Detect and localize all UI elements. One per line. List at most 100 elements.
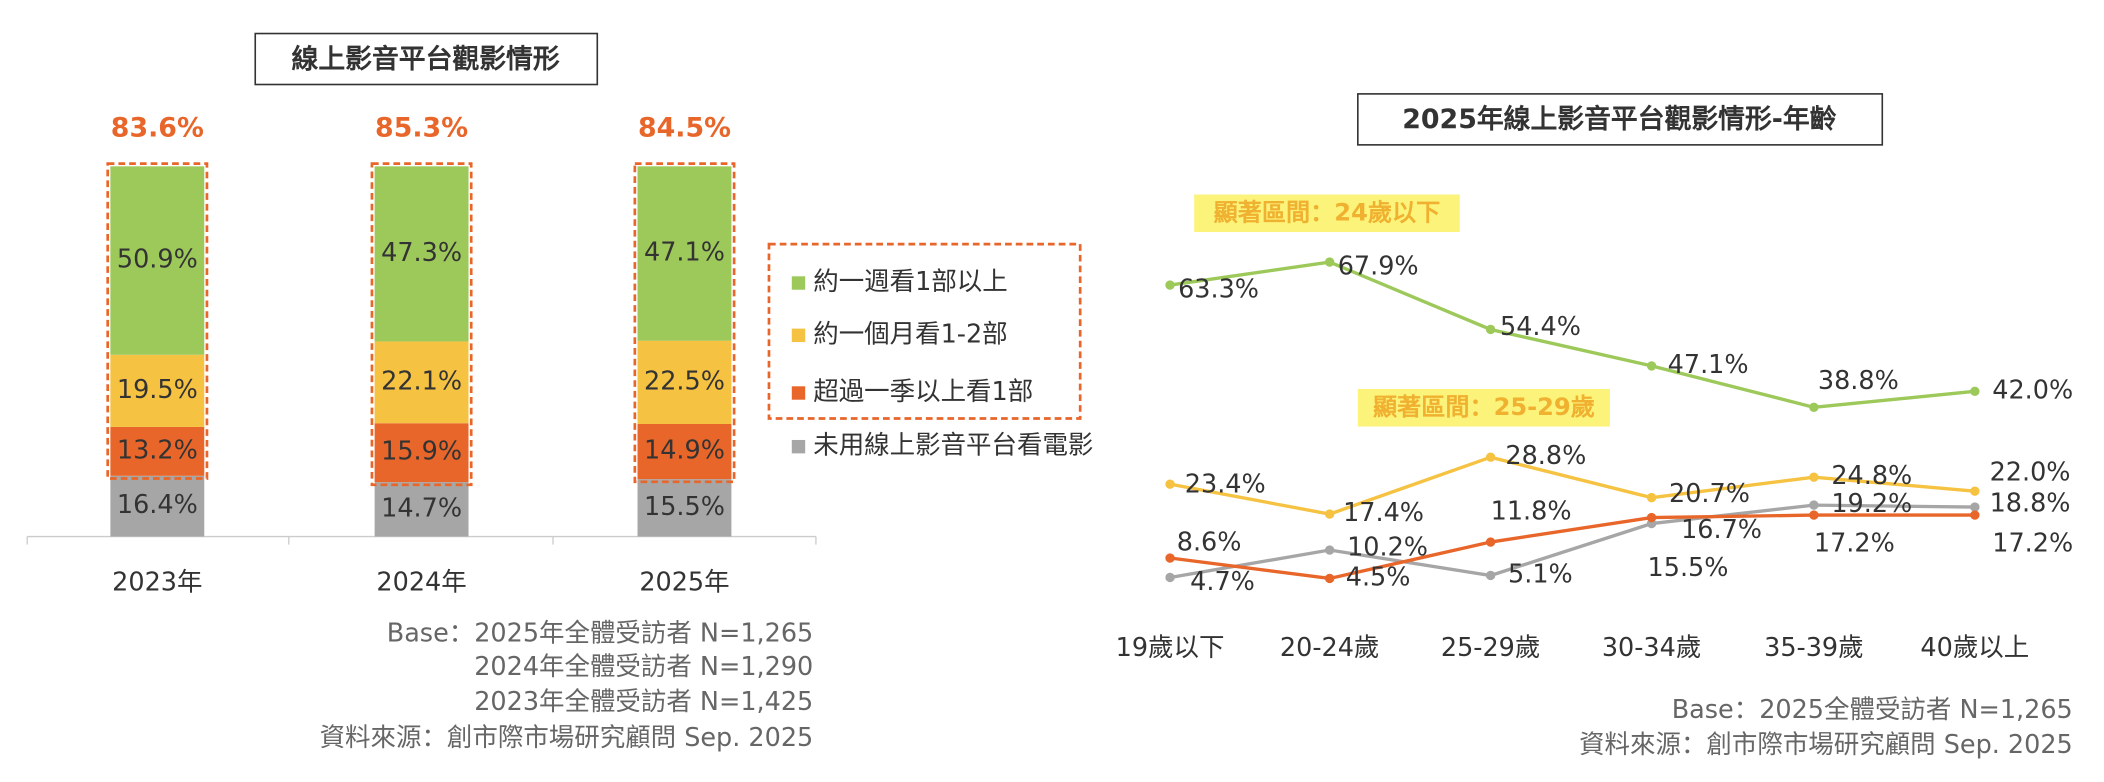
value-label: 54.4% [1500, 312, 1581, 342]
point [1646, 492, 1657, 503]
value-label: 16.4% [117, 490, 198, 520]
point [1165, 479, 1175, 489]
x-tick-label: 2024年 [376, 567, 466, 597]
point [1809, 402, 1819, 413]
value-label: 24.8% [1831, 461, 1912, 491]
total-label: 83.6% [111, 112, 204, 143]
point [1165, 572, 1175, 583]
legend-label: 約一個月看1-2部 [813, 319, 1007, 349]
x-tick-label: 20-24歲 [1280, 633, 1379, 663]
value-label: 47.3% [381, 238, 462, 268]
value-label: 47.1% [644, 238, 725, 268]
bar-segment [374, 423, 469, 483]
highlight-box [633, 162, 736, 484]
x-tick-label: 25-29歲 [1441, 633, 1540, 663]
legend-label: 約一週看1部以上 [813, 267, 1007, 297]
bar-segment [637, 479, 732, 537]
value-label: 13.2% [117, 435, 198, 465]
note: 資料來源：創市際市場研究顧問 Sep. 2025 [1579, 730, 2073, 760]
total-label: 84.5% [638, 112, 731, 143]
value-label: 5.1% [1508, 559, 1573, 589]
point [1324, 573, 1335, 584]
annotation: 顯著區間：25-29歲 [1373, 393, 1595, 421]
note: 2023年全體受訪者 N=1,425 [474, 687, 813, 717]
series-line [1169, 260, 1976, 410]
value-label: 28.8% [1505, 441, 1586, 471]
value-label: 15.5% [1648, 553, 1729, 583]
chart-title: 線上影音平台觀影情形 [292, 43, 560, 75]
value-label: 15.5% [644, 492, 725, 522]
value-label: 4.7% [1190, 567, 1255, 597]
point [1646, 361, 1657, 371]
point [1970, 510, 1980, 520]
bar-segment [110, 166, 205, 355]
annotation-highlight [1357, 388, 1610, 427]
legend-box [767, 242, 1082, 420]
value-label: 14.9% [644, 436, 725, 466]
value-label: 15.9% [381, 437, 462, 467]
point [1165, 553, 1175, 563]
value-label: 22.0% [1990, 458, 2071, 488]
x-tick-label: 2025年 [639, 567, 729, 597]
legend-label: 未用線上影音平台看電影 [813, 431, 1093, 461]
legend-swatch [791, 386, 806, 400]
bar-segment [110, 426, 205, 476]
total-label: 85.3% [375, 112, 468, 143]
value-label: 38.8% [1818, 366, 1899, 396]
note: 資料來源：創市際市場研究顧問 Sep. 2025 [320, 723, 814, 753]
value-label: 14.7% [381, 493, 462, 523]
value-label: 20.7% [1669, 479, 1750, 509]
point [1324, 509, 1335, 519]
title-box [254, 32, 599, 86]
x-tick-label: 40歲以上 [1920, 633, 2029, 663]
legend-swatch [791, 328, 806, 343]
point [1970, 486, 1980, 496]
value-label: 22.5% [644, 366, 725, 396]
point [1970, 386, 1980, 397]
legend-swatch [791, 439, 806, 454]
point [1485, 570, 1496, 581]
bar-segment [110, 354, 205, 427]
value-label: 47.1% [1668, 350, 1749, 380]
point [1646, 512, 1657, 523]
point [1165, 280, 1175, 290]
value-label: 18.8% [1990, 488, 2071, 518]
value-label: 8.6% [1177, 527, 1242, 557]
chart-title: 2025年線上影音平台觀影情形-年齡 [1402, 103, 1837, 135]
legend-label: 超過一季以上看1部 [813, 377, 1033, 407]
point [1485, 452, 1496, 462]
series-line [1169, 513, 1975, 581]
value-label: 50.9% [117, 245, 198, 275]
x-tick-label: 35-39歲 [1764, 633, 1863, 663]
annotation-highlight [1194, 194, 1460, 233]
bar-segment [374, 166, 469, 342]
note: Base：2025年全體受訪者 N=1,265 [387, 618, 814, 648]
note: 2024年全體受訪者 N=1,290 [474, 652, 813, 682]
point [1485, 537, 1496, 547]
title-box [1357, 93, 1884, 146]
value-label: 17.4% [1343, 498, 1424, 528]
point [1485, 324, 1496, 335]
note: Base：2025全體受訪者 N=1,265 [1672, 695, 2073, 725]
value-label: 17.2% [1814, 529, 1895, 559]
x-tick-label: 19歲以下 [1116, 633, 1225, 663]
bar-segment [637, 423, 732, 480]
point [1324, 257, 1335, 267]
value-label: 16.7% [1681, 515, 1762, 545]
point [1809, 500, 1819, 510]
bar-segment [637, 340, 732, 424]
value-label: 17.2% [1992, 529, 2073, 559]
point [1324, 545, 1335, 555]
value-label: 4.5% [1346, 562, 1411, 592]
value-label: 19.5% [117, 375, 198, 405]
series-line [1169, 455, 1975, 516]
bar-segment [374, 341, 469, 424]
value-label: 67.9% [1338, 251, 1419, 281]
point [1809, 510, 1819, 520]
value-label: 63.3% [1178, 274, 1259, 304]
series-line [1169, 503, 1975, 580]
legend-swatch [791, 276, 806, 290]
bar-segment [374, 482, 469, 537]
x-tick-label: 30-34歲 [1602, 633, 1701, 663]
